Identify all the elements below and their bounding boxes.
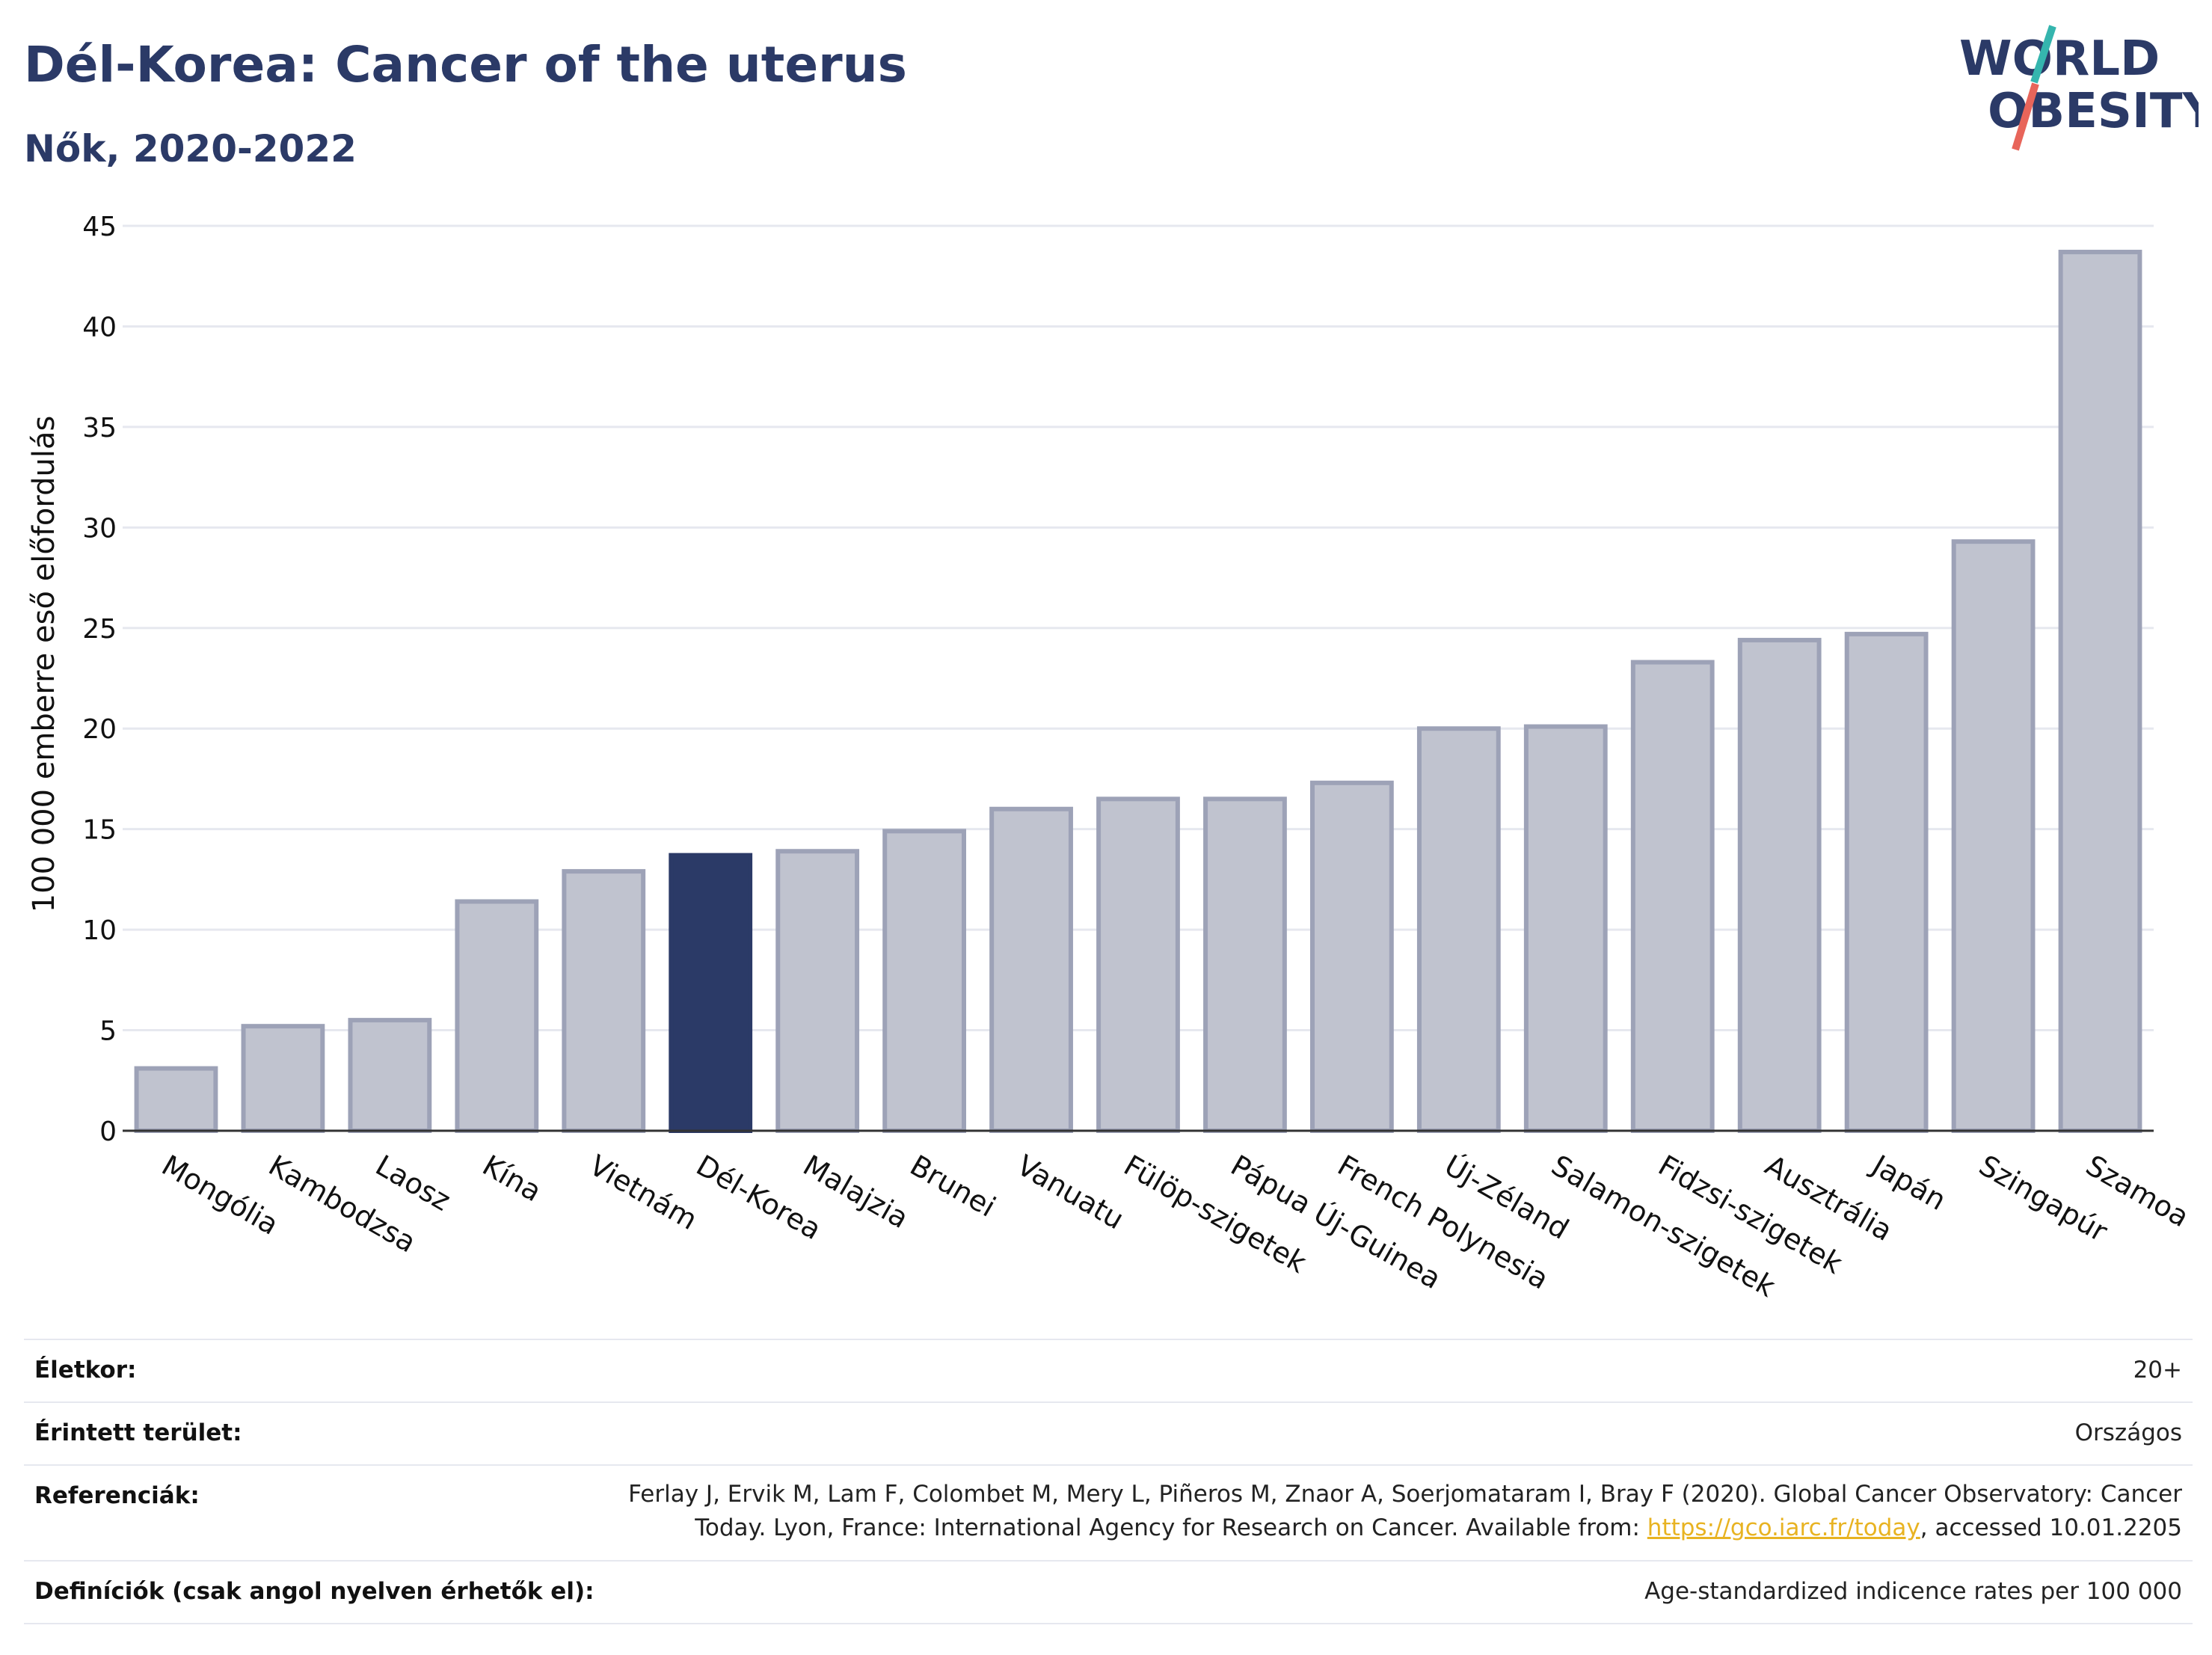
x-tick-label: Laosz — [370, 1149, 456, 1218]
y-tick-label: 30 — [82, 513, 117, 544]
y-tick-label: 15 — [82, 815, 117, 846]
bar-2[interactable] — [348, 1018, 432, 1133]
bar-chart: 0 5 10 15 20 25 30 35 40 45 100 000 emberre eső e… — [27, 212, 2195, 1304]
y-tick-label: 5 — [99, 1016, 117, 1047]
bar-5[interactable] — [669, 853, 753, 1133]
x-tick-label: Vanuatu — [1012, 1149, 1130, 1235]
y-tick-label: 40 — [82, 312, 117, 343]
chart-title: Dél-Korea: Cancer of the uterus — [24, 36, 907, 93]
reference-link[interactable]: https://gco.iarc.fr/today — [1647, 1514, 1920, 1541]
world-obesity-logo: WORLD OBESITY — [1959, 25, 2199, 151]
meta-label-age: Életkor: — [34, 1357, 137, 1384]
x-tick-label: Japán — [1865, 1148, 1952, 1217]
bar-11[interactable] — [1310, 780, 1394, 1134]
metadata-table: Életkor: 20+ Érintett terület: Országos … — [24, 1339, 2193, 1624]
chart-subtitle: Nők, 2020-2022 — [24, 127, 357, 171]
bar-18[interactable] — [2058, 249, 2142, 1133]
reference-line-2: Today. Lyon, France: International Agenc… — [628, 1511, 2182, 1545]
bar-16[interactable] — [1844, 631, 1929, 1133]
bar-9[interactable] — [1096, 796, 1180, 1134]
bar-1[interactable] — [241, 1024, 325, 1133]
meta-label-area: Érintett terület: — [34, 1419, 242, 1446]
bar-13[interactable] — [1523, 724, 1608, 1133]
y-tick-label: 20 — [82, 714, 117, 745]
x-tick-label: Kína — [477, 1149, 547, 1209]
y-tick-label: 0 — [99, 1117, 117, 1147]
bar-4[interactable] — [562, 869, 646, 1133]
reference-line-2-suffix: , accessed 10.01.2205 — [1920, 1514, 2182, 1541]
y-tick-label: 45 — [82, 212, 117, 242]
meta-value-definitions: Age-standardized indicence rates per 100… — [1644, 1578, 2182, 1605]
logo-word-world: WORLD — [1959, 31, 2160, 87]
bars — [134, 249, 2142, 1134]
y-tick-label: 10 — [82, 915, 117, 946]
bar-7[interactable] — [882, 829, 966, 1134]
meta-label-definitions: Definíciók (csak angol nyelven érhetők e… — [34, 1578, 595, 1605]
y-tick-label: 35 — [82, 413, 117, 443]
meta-row-age: Életkor: 20+ — [24, 1339, 2193, 1401]
y-tick-label: 25 — [82, 614, 117, 645]
x-tick-label: Fülöp-szigetek — [1119, 1149, 1312, 1280]
bar-10[interactable] — [1203, 796, 1287, 1134]
y-axis-label: 100 000 emberre eső előfordulás — [27, 416, 61, 913]
meta-row-area: Érintett terület: Országos — [24, 1401, 2193, 1464]
meta-value-references: Ferlay J, Ervik M, Lam F, Colombet M, Me… — [628, 1478, 2182, 1545]
meta-row-references: Referenciák: Ferlay J, Ervik M, Lam F, C… — [24, 1464, 2193, 1560]
logo-slash-top — [2030, 25, 2056, 84]
bar-0[interactable] — [134, 1066, 218, 1133]
x-tick-label: Brunei — [905, 1149, 1001, 1223]
bar-6[interactable] — [775, 849, 860, 1133]
x-tick-label: Mongólia — [156, 1149, 284, 1241]
reference-line-1: Ferlay J, Ervik M, Lam F, Colombet M, Me… — [628, 1481, 2182, 1508]
meta-value-area: Országos — [2074, 1419, 2182, 1446]
bar-3[interactable] — [455, 899, 539, 1133]
bar-8[interactable] — [989, 806, 1073, 1134]
bar-17[interactable] — [1951, 539, 2036, 1133]
bar-14[interactable] — [1630, 660, 1715, 1133]
logo-slash-bottom — [2012, 82, 2039, 151]
bar-12[interactable] — [1416, 726, 1501, 1133]
meta-value-age: 20+ — [2133, 1357, 2182, 1384]
meta-label-references: Referenciák: — [34, 1482, 200, 1509]
meta-row-definitions: Definíciók (csak angol nyelven érhetők e… — [24, 1560, 2193, 1624]
reference-line-2-text: Today. Lyon, France: International Agenc… — [695, 1514, 1647, 1541]
x-tick-label: Vietnám — [584, 1149, 703, 1236]
y-axis-ticks: 0 5 10 15 20 25 30 35 40 45 — [82, 212, 117, 1147]
bar-15[interactable] — [1737, 637, 1822, 1133]
